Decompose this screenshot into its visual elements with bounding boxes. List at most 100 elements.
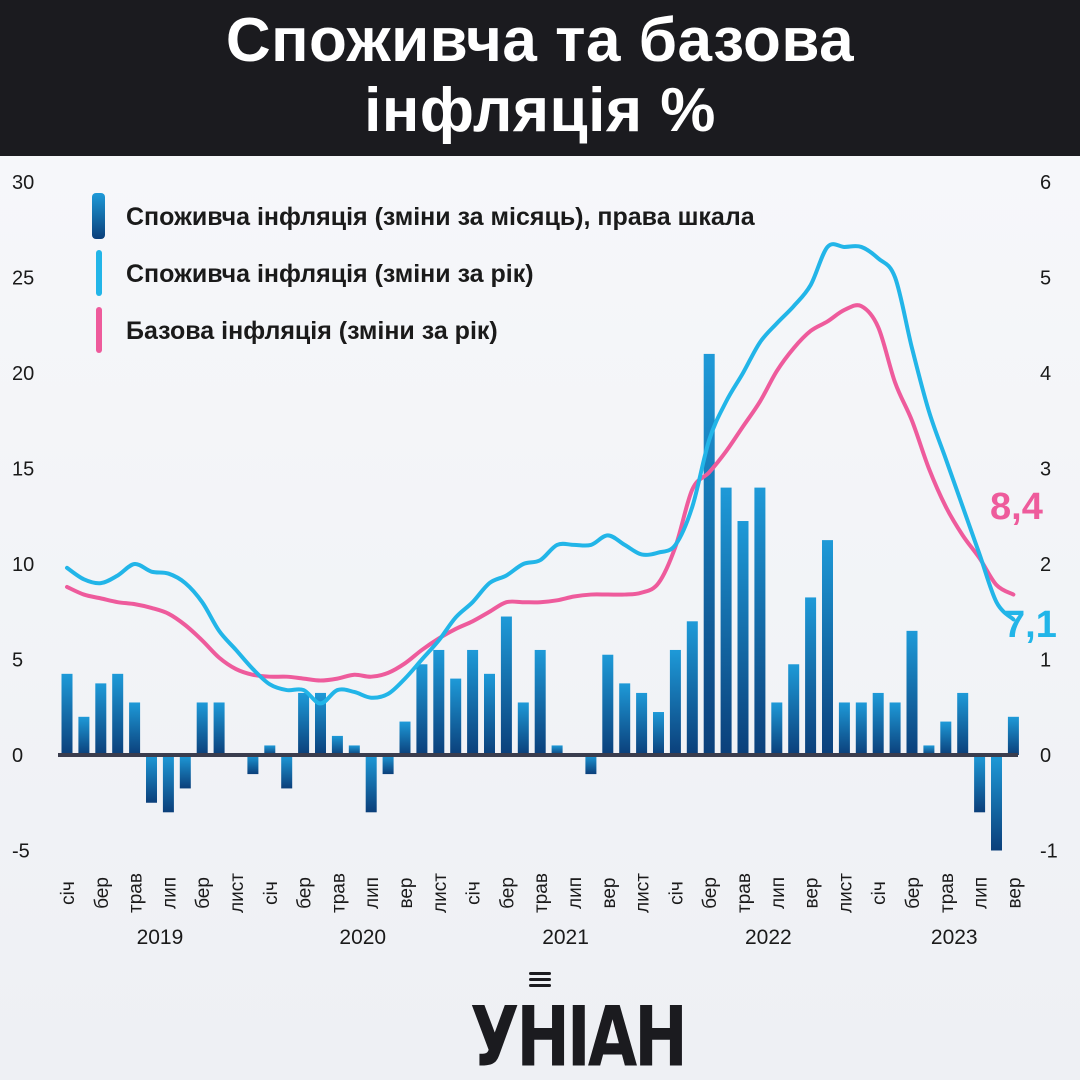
legend-swatch-annual-cpi	[96, 250, 102, 296]
logo-text: УНІАН	[470, 990, 688, 1086]
x-axis-tick-label: січ	[869, 881, 890, 905]
title-banner: Споживча та базова інфляція %	[0, 0, 1080, 156]
monthly-cpi-bar	[805, 597, 817, 755]
monthly-cpi-bar	[61, 673, 73, 755]
right-axis-tick: 1	[1040, 650, 1051, 672]
monthly-cpi-bar	[720, 487, 732, 755]
x-axis-tick-label: вер	[396, 877, 417, 908]
monthly-cpi-bar	[686, 621, 698, 755]
monthly-cpi-bar	[872, 692, 884, 755]
monthly-cpi-bar	[95, 683, 107, 755]
monthly-cpi-bar	[433, 649, 445, 755]
monthly-cpi-bar	[331, 735, 343, 755]
right-axis-tick: 4	[1040, 363, 1051, 385]
left-axis-tick: 30	[12, 172, 34, 194]
monthly-cpi-bar	[129, 702, 141, 755]
monthly-cpi-bar	[247, 755, 259, 775]
monthly-cpi-bar	[923, 745, 935, 755]
annual-cpi-line	[65, 242, 1016, 706]
x-axis-tick-label: лист	[633, 873, 654, 913]
left-axis-tick: 20	[12, 363, 34, 385]
monthly-cpi-bar	[146, 755, 157, 803]
legend-label-monthly-cpi: Споживча інфляція (зміни за місяць), пра…	[126, 203, 755, 231]
x-axis-tick-label: лип	[362, 877, 383, 909]
monthly-cpi-bar	[179, 755, 191, 789]
x-axis-tick-label: лист	[227, 873, 248, 913]
page-title-line-2: інфляція %	[364, 76, 716, 145]
year-label: 2019	[137, 926, 184, 949]
x-axis-tick-label: лип	[159, 877, 180, 909]
left-axis-tick: 0	[12, 745, 23, 767]
page-title-line-1: Споживча та базова	[225, 6, 855, 75]
x-axis-tick-label: січ	[464, 881, 485, 905]
monthly-cpi-bar	[1007, 716, 1019, 755]
x-axis-tick-label: трав	[531, 873, 552, 913]
year-label: 2023	[931, 926, 978, 949]
monthly-cpi-bar	[467, 649, 479, 755]
monthly-cpi-bar	[703, 353, 715, 755]
monthly-cpi-bar	[416, 664, 428, 755]
x-axis-tick-label: бер	[193, 877, 214, 909]
legend-swatch-monthly-cpi	[92, 193, 105, 239]
monthly-cpi-bar	[788, 664, 800, 755]
monthly-cpi-bar	[196, 702, 208, 755]
x-axis-tick-label: бер	[700, 877, 721, 909]
monthly-cpi-bar	[112, 673, 124, 755]
monthly-cpi-bar	[822, 540, 833, 755]
year-label: 2020	[339, 926, 386, 949]
chart-background	[0, 156, 1080, 1080]
core-inflation-line	[65, 303, 1016, 683]
monthly-cpi-bar	[399, 721, 411, 755]
year-label: 2022	[745, 926, 792, 949]
monthly-cpi-bar	[957, 692, 969, 755]
monthly-cpi-bar	[484, 673, 495, 755]
monthly-cpi-bar	[653, 712, 664, 755]
monthly-cpi-bar	[636, 692, 648, 755]
monthly-cpi-bar	[517, 702, 529, 755]
monthly-cpi-bar	[78, 716, 90, 755]
monthly-cpi-bar	[737, 521, 749, 755]
legend-label-annual-cpi: Споживча інфляція (зміни за рік)	[126, 260, 534, 288]
monthly-cpi-bar	[889, 702, 901, 755]
monthly-cpi-bar	[213, 702, 225, 755]
x-axis-tick-label: вер	[599, 877, 620, 908]
x-axis-tick-label: лип	[768, 877, 789, 909]
monthly-cpi-bar	[382, 755, 394, 775]
monthly-cpi-bar	[585, 755, 597, 775]
right-axis-tick: 3	[1040, 459, 1051, 481]
x-axis-tick-label: січ	[261, 881, 282, 905]
monthly-cpi-bar	[855, 702, 867, 755]
x-axis-tick-label: січ	[58, 881, 79, 905]
legend-label-core: Базова інфляція (зміни за рік)	[126, 317, 498, 345]
x-axis-tick-label: трав	[937, 873, 958, 913]
x-axis-tick-label: січ	[666, 881, 687, 905]
monthly-cpi-bar	[281, 755, 293, 789]
right-axis-tick: 6	[1040, 172, 1051, 194]
x-axis-tick-label: лист	[835, 873, 856, 913]
right-axis-tick: 0	[1040, 745, 1051, 767]
left-axis-tick: 25	[12, 268, 34, 290]
x-axis-tick-label: трав	[126, 873, 147, 913]
monthly-cpi-bar	[500, 616, 512, 755]
x-axis-tick-label: бер	[295, 877, 316, 909]
x-axis-tick-label: лип	[971, 877, 992, 909]
monthly-cpi-bar	[348, 745, 360, 755]
monthly-cpi-bar	[669, 649, 681, 755]
monthly-cpi-bar	[754, 487, 766, 755]
x-axis-tick-label: вер	[802, 877, 823, 908]
monthly-cpi-bar	[940, 721, 952, 755]
x-axis-tick-label: бер	[92, 877, 113, 909]
left-axis-tick: 10	[12, 554, 34, 576]
monthly-cpi-bar	[450, 678, 462, 755]
monthly-cpi-bar	[838, 702, 850, 755]
left-axis-tick: 15	[12, 459, 34, 481]
right-axis-tick: 5	[1040, 268, 1051, 290]
monthly-cpi-bar	[974, 755, 986, 813]
monthly-cpi-bar	[551, 745, 563, 755]
unian-logo: УНІАН	[470, 970, 688, 1086]
right-axis-tick: -1	[1040, 841, 1058, 863]
monthly-cpi-bar	[264, 745, 276, 755]
x-axis-tick-label: бер	[903, 877, 924, 909]
legend-swatch-core	[96, 307, 102, 353]
